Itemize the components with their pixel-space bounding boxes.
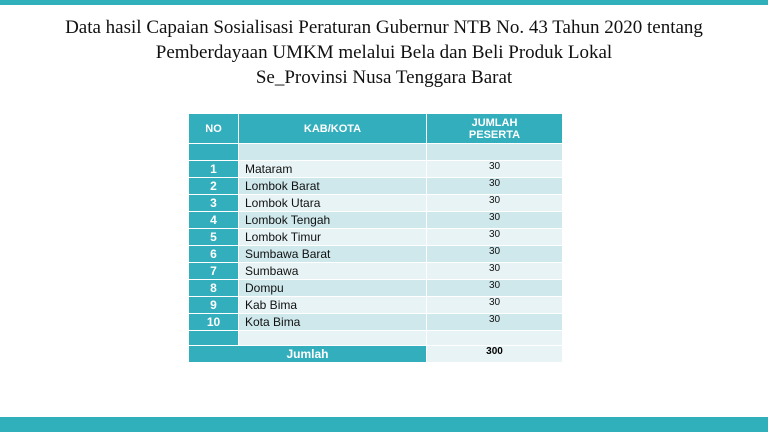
table-row: [188, 143, 563, 161]
cell: [188, 143, 239, 161]
total-label: Jumlah: [188, 345, 427, 363]
region-cell: Lombok Timur: [238, 228, 427, 246]
count-cell: 30: [426, 245, 563, 263]
table-row: 7 Sumbawa 30: [188, 262, 563, 280]
top-bar: [0, 0, 768, 5]
table-row: 3 Lombok Utara 30: [188, 194, 563, 212]
header-cell: JUMLAH PESERTA: [426, 113, 563, 144]
region-cell: Lombok Utara: [238, 194, 427, 212]
title-line: Pemberdayaan UMKM melalui Bela dan Beli …: [155, 42, 613, 63]
count-cell: 30: [426, 211, 563, 229]
region-cell: Lombok Tengah: [238, 211, 427, 229]
count-cell: 30: [426, 313, 563, 331]
cell: [426, 330, 563, 346]
total-value: 300: [426, 345, 563, 363]
participants-table: NO KAB/KOTA JUMLAH PESERTA 1 Mataram 30 2 Lo…: [188, 113, 563, 363]
number-cell: 7: [188, 262, 239, 280]
bottom-bar: [0, 417, 768, 432]
title-line: Data hasil Capaian Sosialisasi Peraturan…: [65, 17, 703, 38]
region-cell: Dompu: [238, 279, 427, 297]
count-cell: 30: [426, 177, 563, 195]
number-cell: 5: [188, 228, 239, 246]
total-row: Jumlah 300: [188, 345, 563, 363]
table-row: 4 Lombok Tengah 30: [188, 211, 563, 229]
table-row: 6 Sumbawa Barat 30: [188, 245, 563, 263]
count-cell: 30: [426, 262, 563, 280]
cell: [238, 143, 427, 161]
number-cell: 8: [188, 279, 239, 297]
table-row: 9 Kab Bima 30: [188, 296, 563, 314]
count-cell: 30: [426, 194, 563, 212]
header-cell: KAB/KOTA: [238, 113, 427, 144]
table-row: 10 Kota Bima 30: [188, 313, 563, 331]
table-row: 5 Lombok Timur 30: [188, 228, 563, 246]
cell: [188, 330, 239, 346]
region-cell: Mataram: [238, 160, 427, 178]
count-cell: 30: [426, 160, 563, 178]
region-cell: Lombok Barat: [238, 177, 427, 195]
region-cell: Kota Bima: [238, 313, 427, 331]
count-cell: 30: [426, 296, 563, 314]
count-cell: 30: [426, 279, 563, 297]
region-cell: Sumbawa: [238, 262, 427, 280]
title-line: Se_Provinsi Nusa Tenggara Barat: [255, 67, 513, 88]
header-cell: NO: [188, 113, 239, 144]
cell: [238, 330, 427, 346]
table-row: [188, 330, 563, 346]
number-cell: 6: [188, 245, 239, 263]
region-cell: Sumbawa Barat: [238, 245, 427, 263]
number-cell: 3: [188, 194, 239, 212]
count-cell: 30: [426, 228, 563, 246]
number-cell: 2: [188, 177, 239, 195]
number-cell: 1: [188, 160, 239, 178]
cell: [426, 143, 563, 161]
table-row: 2 Lombok Barat 30: [188, 177, 563, 195]
table-row: 1 Mataram 30: [188, 160, 563, 178]
number-cell: 4: [188, 211, 239, 229]
region-cell: Kab Bima: [238, 296, 427, 314]
number-cell: 10: [188, 313, 239, 331]
table-row: 8 Dompu 30: [188, 279, 563, 297]
number-cell: 9: [188, 296, 239, 314]
